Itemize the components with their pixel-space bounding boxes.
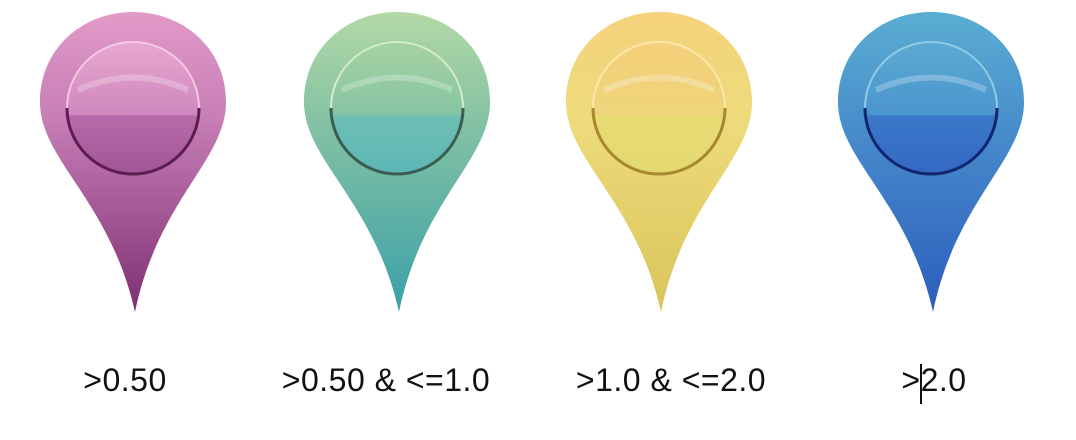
map-pin-icon [38, 10, 228, 315]
map-pin-icon [836, 10, 1026, 315]
legend-label: >1.0 & <=2.0 [575, 362, 767, 398]
legend-label[interactable]: >2.0 [784, 362, 1076, 404]
legend-label: >0.50 [83, 362, 167, 398]
map-pin-icon [564, 10, 754, 315]
legend-label: >0.50 & <=1.0 [281, 362, 491, 398]
editable-label-text[interactable]: >2.0 [901, 362, 966, 404]
text-cursor [920, 364, 922, 404]
map-pin-icon [302, 10, 492, 315]
